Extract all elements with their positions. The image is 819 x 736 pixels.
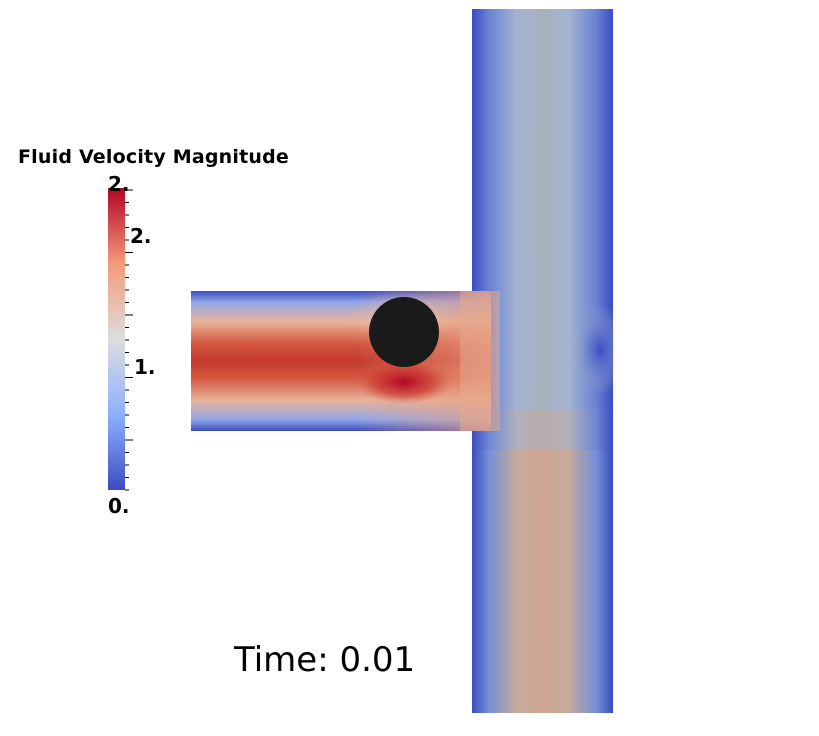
time-label: Time: 0.01 bbox=[234, 640, 415, 680]
obstacle-particle bbox=[369, 297, 439, 367]
horizontal-channel bbox=[191, 291, 491, 431]
junction-blend bbox=[460, 291, 500, 431]
legend-title: Fluid Velocity Magnitude bbox=[18, 146, 289, 168]
legend-label-bottom: 0. bbox=[108, 494, 130, 518]
legend-label-upper: 2. bbox=[130, 224, 152, 248]
legend-label-mid: 1. bbox=[134, 355, 156, 379]
legend-label-top: 2. bbox=[108, 172, 130, 196]
